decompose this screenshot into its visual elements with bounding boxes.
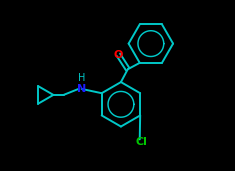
Text: O: O bbox=[114, 50, 123, 60]
Text: N: N bbox=[77, 84, 86, 94]
Text: Cl: Cl bbox=[135, 137, 147, 147]
Text: H: H bbox=[78, 73, 85, 83]
